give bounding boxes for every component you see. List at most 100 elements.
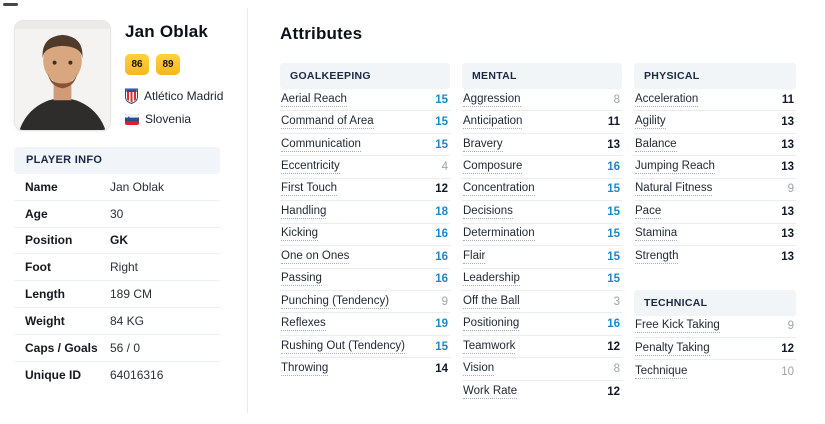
attribute-name[interactable]: Determination: [463, 227, 535, 241]
attribute-name[interactable]: Positioning: [463, 317, 519, 331]
attribute-name[interactable]: Technique: [635, 365, 687, 379]
attribute-row: Jumping Reach 13: [634, 156, 796, 178]
attribute-value: 13: [781, 161, 794, 173]
attribute-value: 16: [435, 273, 448, 285]
attribute-value: 15: [607, 206, 620, 218]
attribute-name[interactable]: Aerial Reach: [281, 93, 347, 107]
player-info-value: 64016316: [110, 368, 163, 382]
attribute-name[interactable]: Teamwork: [463, 340, 515, 354]
attribute-row: Communication 15: [280, 134, 450, 156]
attribute-name[interactable]: Penalty Taking: [635, 342, 710, 356]
player-info-label: Position: [14, 233, 110, 247]
attribute-name[interactable]: Flair: [463, 250, 485, 264]
attribute-row: Eccentricity 4: [280, 156, 450, 178]
attribute-value: 4: [442, 161, 448, 173]
player-info-label: Caps / Goals: [14, 341, 110, 355]
attributes-column-1: GOALKEEPING Aerial Reach 15 Command of Area…: [280, 63, 450, 424]
attribute-value: 16: [435, 228, 448, 240]
attribute-name[interactable]: Pace: [635, 205, 661, 219]
club-row: Atlético Madrid: [125, 88, 225, 104]
attribute-name[interactable]: Handling: [281, 205, 326, 219]
attribute-value: 15: [435, 139, 448, 151]
attribute-section-header: GOALKEEPING: [280, 63, 450, 89]
attribute-name[interactable]: Eccentricity: [281, 160, 340, 174]
attribute-name[interactable]: Concentration: [463, 182, 535, 196]
attribute-value: 16: [607, 161, 620, 173]
attribute-name[interactable]: Passing: [281, 272, 322, 286]
attribute-name[interactable]: Punching (Tendency): [281, 295, 389, 309]
attribute-value: 11: [782, 94, 794, 106]
attribute-value: 9: [788, 183, 794, 195]
attribute-name[interactable]: Work Rate: [463, 385, 517, 399]
attribute-section-header: MENTAL: [462, 63, 622, 89]
attribute-row: First Touch 12: [280, 179, 450, 201]
nation-row: Slovenia: [125, 112, 225, 126]
attribute-name[interactable]: Acceleration: [635, 93, 698, 107]
attribute-section-header: PHYSICAL: [634, 63, 796, 89]
attribute-value: 12: [607, 341, 620, 353]
attribute-value: 8: [614, 363, 620, 375]
attribute-value: 10: [781, 366, 794, 378]
attribute-row: One on Ones 16: [280, 246, 450, 268]
player-info-value: Jan Oblak: [110, 180, 164, 194]
attribute-row: Work Rate 12: [462, 381, 622, 403]
attribute-name[interactable]: Anticipation: [463, 115, 522, 129]
attribute-name[interactable]: Balance: [635, 138, 677, 152]
attribute-value: 15: [607, 228, 620, 240]
player-info-value: 30: [110, 207, 123, 221]
attribute-name[interactable]: Leadership: [463, 272, 520, 286]
attribute-name[interactable]: Command of Area: [281, 115, 374, 129]
attribute-name[interactable]: Reflexes: [281, 317, 326, 331]
attribute-name[interactable]: Vision: [463, 362, 494, 376]
attribute-name[interactable]: Kicking: [281, 227, 318, 241]
attribute-name[interactable]: Decisions: [463, 205, 513, 219]
player-info-value: Right: [110, 260, 138, 274]
attribute-name[interactable]: Bravery: [463, 138, 503, 152]
attribute-value: 15: [435, 341, 448, 353]
club-name: Atlético Madrid: [144, 89, 223, 103]
attribute-name[interactable]: First Touch: [281, 182, 337, 196]
attribute-name[interactable]: Natural Fitness: [635, 182, 712, 196]
attribute-name[interactable]: Throwing: [281, 362, 328, 376]
flag-slovenia-icon: [125, 114, 139, 125]
attribute-name[interactable]: Off the Ball: [463, 295, 520, 309]
attribute-row: Concentration 15: [462, 179, 622, 201]
attribute-name[interactable]: Strength: [635, 250, 678, 264]
attribute-columns: GOALKEEPING Aerial Reach 15 Command of Area…: [280, 63, 796, 424]
attribute-name[interactable]: Free Kick Taking: [635, 319, 720, 333]
attribute-name[interactable]: One on Ones: [281, 250, 349, 264]
attribute-name[interactable]: Jumping Reach: [635, 160, 715, 174]
attribute-value: 19: [435, 318, 448, 330]
attribute-name[interactable]: Agility: [635, 115, 666, 129]
attribute-name[interactable]: Communication: [281, 138, 361, 152]
nation-name: Slovenia: [145, 112, 191, 126]
attribute-value: 12: [607, 386, 620, 398]
sidebar-divider: [247, 8, 248, 413]
attribute-name[interactable]: Stamina: [635, 227, 677, 241]
attribute-row: Kicking 16: [280, 224, 450, 246]
attribute-name[interactable]: Rushing Out (Tendency): [281, 340, 405, 354]
attribute-value: 11: [608, 116, 620, 128]
player-info-value: 84 KG: [110, 314, 144, 328]
attribute-value: 12: [435, 183, 448, 195]
attribute-name[interactable]: Composure: [463, 160, 522, 174]
attribute-name[interactable]: Aggression: [463, 93, 521, 107]
attribute-value: 16: [435, 251, 448, 263]
attribute-value: 13: [781, 228, 794, 240]
window-edge-dash: [3, 3, 18, 6]
attribute-value: 15: [607, 183, 620, 195]
